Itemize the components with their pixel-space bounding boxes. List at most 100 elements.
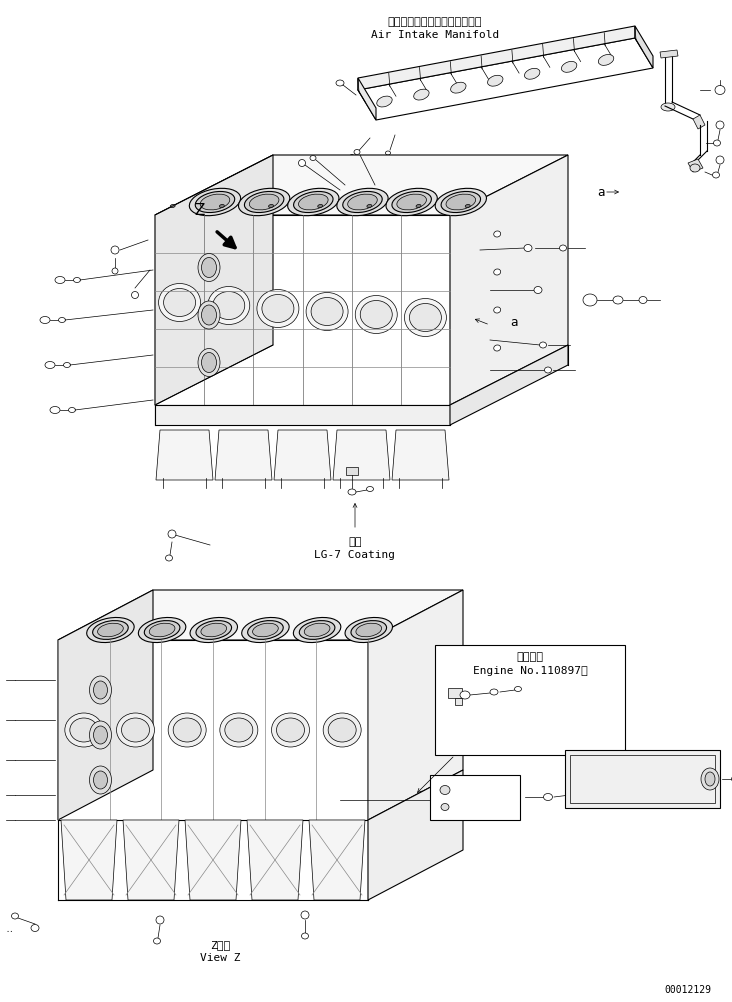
Text: エアーインテークマニホールド: エアーインテークマニホールド	[388, 17, 482, 27]
Ellipse shape	[73, 278, 81, 283]
Ellipse shape	[690, 164, 700, 172]
Polygon shape	[274, 430, 331, 480]
Polygon shape	[368, 590, 463, 820]
Polygon shape	[61, 820, 117, 900]
Ellipse shape	[220, 713, 258, 747]
Polygon shape	[660, 50, 678, 58]
Ellipse shape	[377, 96, 392, 107]
Ellipse shape	[436, 188, 487, 215]
Ellipse shape	[94, 771, 108, 789]
Ellipse shape	[168, 530, 176, 538]
Text: Z　視: Z 視	[210, 940, 230, 950]
Ellipse shape	[701, 768, 719, 790]
Ellipse shape	[404, 299, 447, 337]
Polygon shape	[693, 115, 705, 129]
Ellipse shape	[318, 204, 323, 207]
Polygon shape	[565, 750, 720, 808]
Polygon shape	[185, 820, 241, 900]
Ellipse shape	[262, 295, 294, 323]
Ellipse shape	[201, 258, 217, 278]
Ellipse shape	[367, 487, 373, 492]
Ellipse shape	[639, 297, 647, 304]
Polygon shape	[123, 820, 179, 900]
Polygon shape	[346, 467, 358, 475]
Ellipse shape	[89, 676, 111, 704]
Ellipse shape	[348, 194, 377, 209]
Polygon shape	[430, 775, 520, 820]
Ellipse shape	[138, 617, 186, 642]
Ellipse shape	[132, 292, 138, 299]
Polygon shape	[455, 698, 462, 705]
Ellipse shape	[539, 342, 547, 348]
Ellipse shape	[392, 191, 431, 212]
Ellipse shape	[568, 791, 576, 797]
Ellipse shape	[488, 75, 503, 86]
Ellipse shape	[343, 191, 382, 212]
Ellipse shape	[446, 194, 476, 209]
Ellipse shape	[65, 713, 102, 747]
Ellipse shape	[220, 204, 224, 207]
Ellipse shape	[86, 617, 134, 642]
Ellipse shape	[311, 298, 343, 326]
Ellipse shape	[288, 188, 339, 215]
Ellipse shape	[201, 623, 227, 637]
Text: 適用号機: 適用号機	[517, 652, 543, 662]
Ellipse shape	[583, 294, 597, 306]
Ellipse shape	[355, 296, 397, 334]
Ellipse shape	[409, 304, 441, 332]
Text: View Z: View Z	[200, 953, 240, 963]
Text: Engine No.110897～: Engine No.110897～	[473, 666, 587, 676]
Ellipse shape	[441, 804, 449, 811]
Ellipse shape	[190, 188, 241, 215]
Ellipse shape	[360, 301, 392, 329]
Text: ..: ..	[6, 927, 14, 933]
Ellipse shape	[257, 290, 299, 328]
Ellipse shape	[45, 362, 55, 369]
Ellipse shape	[242, 617, 289, 642]
Ellipse shape	[277, 718, 305, 742]
Text: Z: Z	[195, 202, 205, 217]
Ellipse shape	[354, 149, 360, 154]
Polygon shape	[215, 430, 272, 480]
Ellipse shape	[714, 140, 720, 146]
Polygon shape	[156, 430, 213, 480]
Ellipse shape	[55, 277, 65, 284]
Ellipse shape	[515, 686, 521, 691]
Ellipse shape	[213, 292, 244, 320]
Ellipse shape	[559, 245, 567, 250]
Ellipse shape	[195, 191, 235, 212]
Ellipse shape	[89, 721, 111, 749]
Text: Air Intake Manifold: Air Intake Manifold	[371, 30, 499, 40]
Ellipse shape	[247, 620, 283, 639]
Text: 塗布: 塗布	[348, 537, 362, 547]
Ellipse shape	[112, 268, 118, 274]
Ellipse shape	[97, 623, 123, 637]
Ellipse shape	[306, 293, 348, 331]
Ellipse shape	[269, 204, 274, 207]
Ellipse shape	[613, 296, 623, 304]
Polygon shape	[450, 155, 568, 405]
Ellipse shape	[239, 188, 290, 215]
Ellipse shape	[40, 317, 50, 324]
Text: a: a	[597, 185, 605, 198]
Ellipse shape	[59, 318, 65, 323]
Ellipse shape	[386, 188, 437, 215]
Ellipse shape	[661, 103, 675, 111]
Ellipse shape	[294, 617, 341, 642]
Ellipse shape	[171, 204, 175, 207]
Ellipse shape	[545, 367, 551, 373]
Ellipse shape	[440, 786, 450, 795]
Ellipse shape	[208, 287, 250, 325]
Ellipse shape	[310, 155, 316, 160]
Ellipse shape	[397, 194, 427, 209]
Ellipse shape	[144, 620, 180, 639]
Ellipse shape	[299, 159, 305, 166]
Polygon shape	[635, 26, 653, 68]
Ellipse shape	[716, 156, 724, 164]
Ellipse shape	[70, 718, 98, 742]
Ellipse shape	[225, 718, 253, 742]
Ellipse shape	[493, 269, 501, 275]
Ellipse shape	[244, 191, 284, 212]
Ellipse shape	[414, 89, 429, 100]
Ellipse shape	[198, 254, 220, 282]
